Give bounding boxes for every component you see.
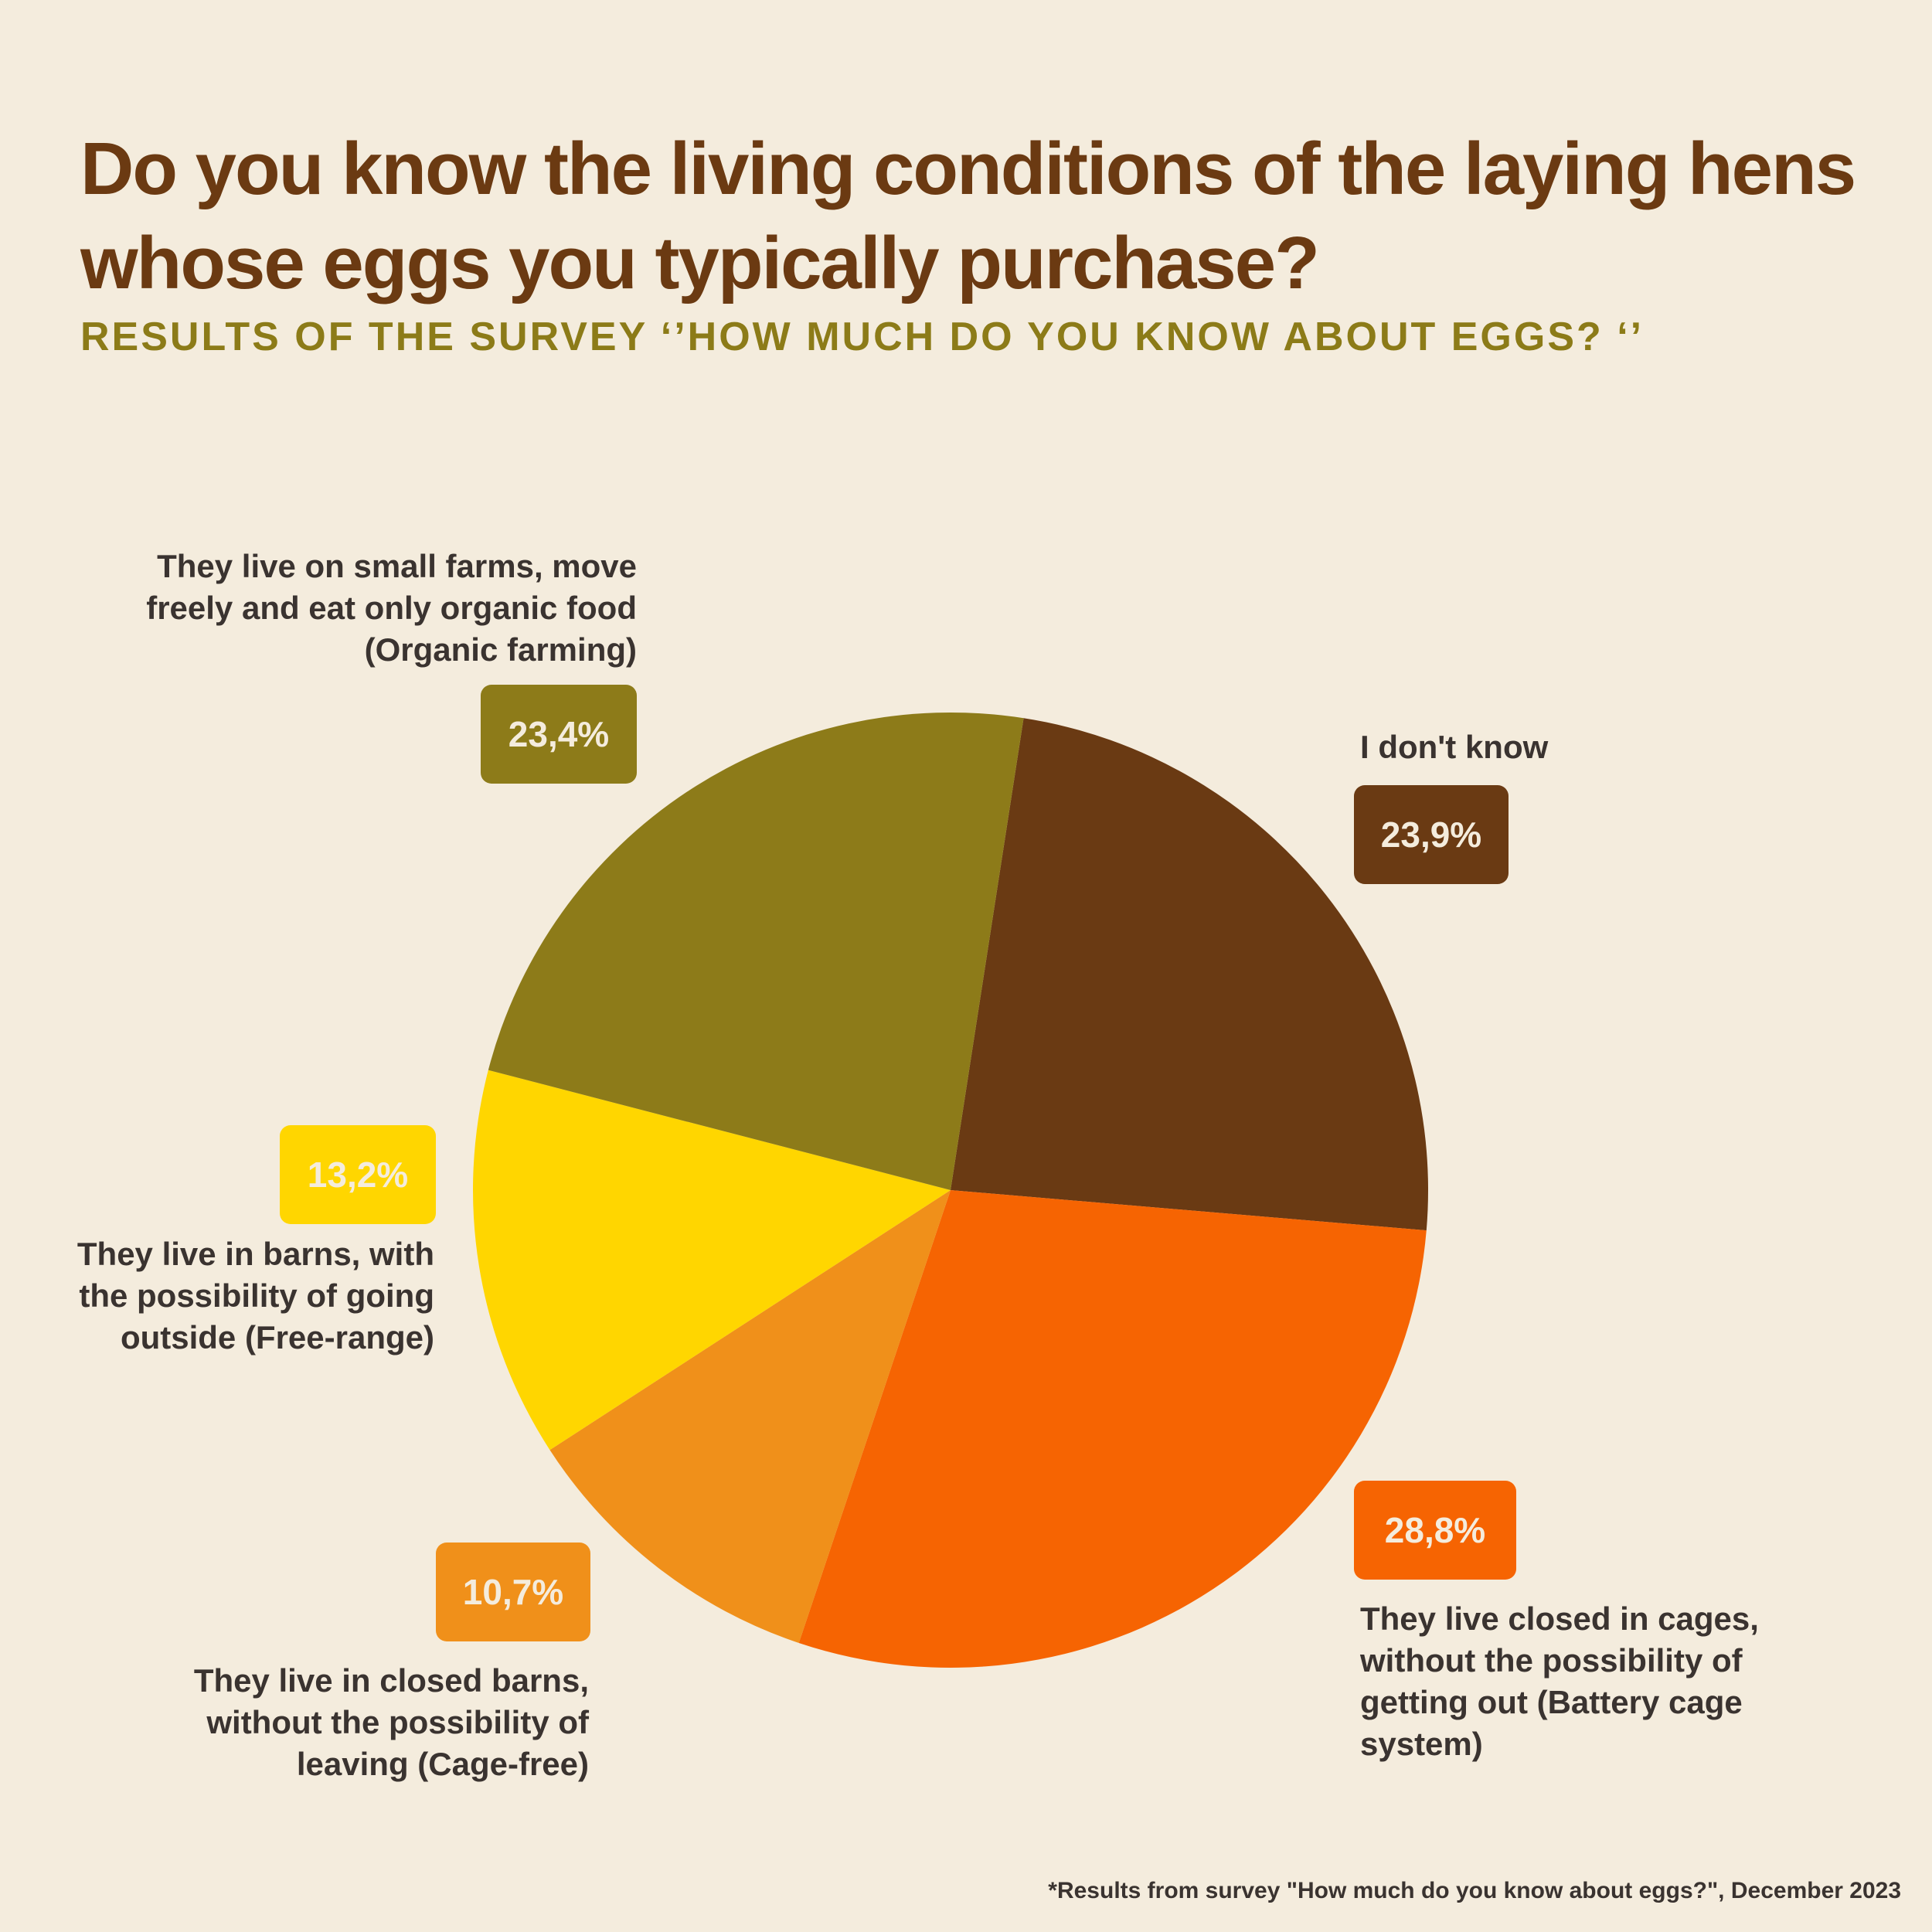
chart-title: Do you know the living conditions of the… — [80, 128, 1856, 304]
value-badge-dont-know: 23,9% — [1354, 785, 1509, 884]
value-badge-organic: 23,4% — [481, 685, 637, 784]
slice-label-organic: They live on small farms, move freely an… — [146, 548, 637, 668]
slice-label-battery-cage: They live closed in cages, without the p… — [1360, 1600, 1759, 1762]
slice-dont-know — [951, 718, 1429, 1231]
value-badge-cage-free: 10,7% — [436, 1543, 590, 1641]
value-badge-battery-cage: 28,8% — [1354, 1481, 1516, 1580]
slice-label-dont-know: I don't know — [1360, 729, 1549, 765]
slice-label-cage-free: They live in closed barns, without the p… — [193, 1662, 589, 1782]
slice-organic — [488, 712, 1024, 1190]
footnote: *Results from survey "How much do you kn… — [1048, 1878, 1901, 1903]
slice-label-free-range: They live in barns, with the possibility… — [77, 1236, 434, 1355]
slice-battery-cage — [798, 1190, 1427, 1668]
chart-subtitle: RESULTS OF THE SURVEY ‘’HOW MUCH DO YOU … — [80, 315, 1645, 359]
slice-free-range — [473, 1070, 951, 1451]
slice-cage-free — [549, 1190, 951, 1643]
value-badge-free-range: 13,2% — [280, 1125, 436, 1224]
